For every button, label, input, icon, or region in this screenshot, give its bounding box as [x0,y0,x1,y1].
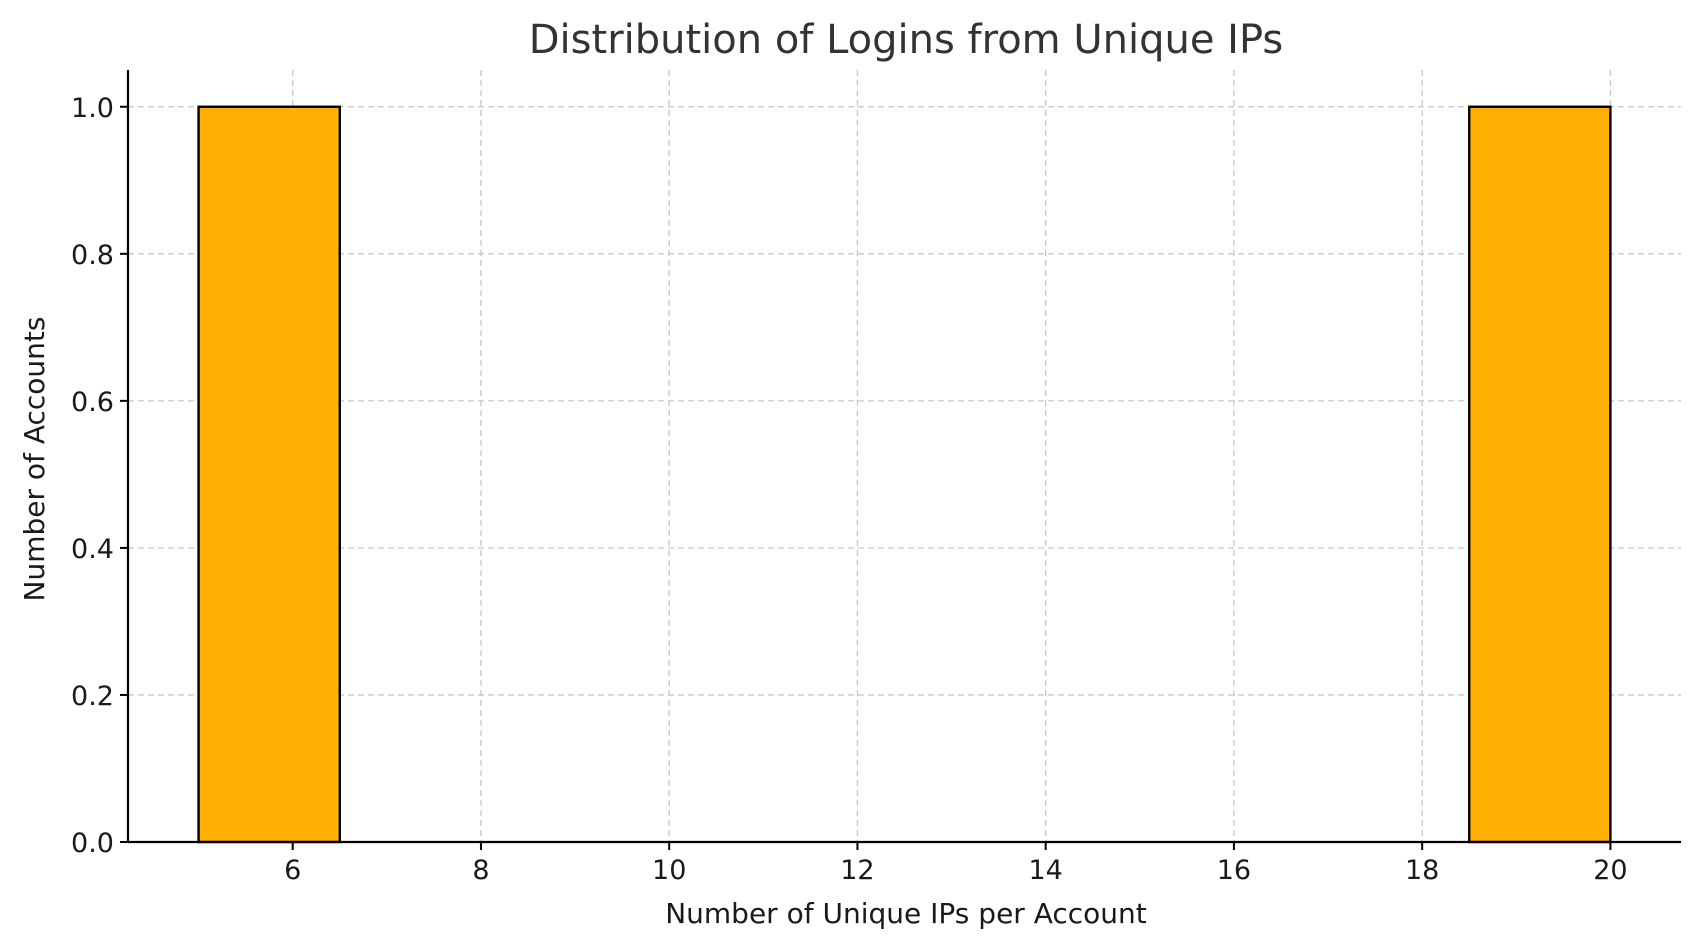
x-axis-label: Number of Unique IPs per Account [665,897,1147,930]
y-tick-label-4: 0.8 [71,240,114,271]
y-tick-label-2: 0.4 [71,534,114,565]
x-tick-label-4: 14 [1029,855,1063,886]
y-axis-label: Number of Accounts [18,317,51,602]
grid-lines [128,70,1681,843]
x-tick-label-7: 20 [1593,855,1627,886]
y-tick-label-3: 0.6 [71,387,114,418]
x-tick-label-1: 8 [472,855,489,886]
y-tick-label-1: 0.2 [71,681,114,712]
x-tick-label-5: 16 [1217,855,1251,886]
y-tick-label-0: 0.0 [71,828,114,859]
x-tick-label-3: 12 [840,855,874,886]
x-tick-label-6: 18 [1405,855,1439,886]
axes [126,70,1681,844]
bar-0 [197,105,341,844]
chart-title: Distribution of Logins from Unique IPs [529,17,1283,63]
y-tick-label-5: 1.0 [71,93,114,124]
x-tick-label-2: 10 [652,855,686,886]
bars [197,105,1612,844]
x-tick-label-0: 6 [284,855,301,886]
ticks: 6 8 10 12 14 16 18 20 0.0 0.2 0.4 0.6 0.8 1.0 [71,93,1628,886]
bar-1 [1468,105,1612,844]
